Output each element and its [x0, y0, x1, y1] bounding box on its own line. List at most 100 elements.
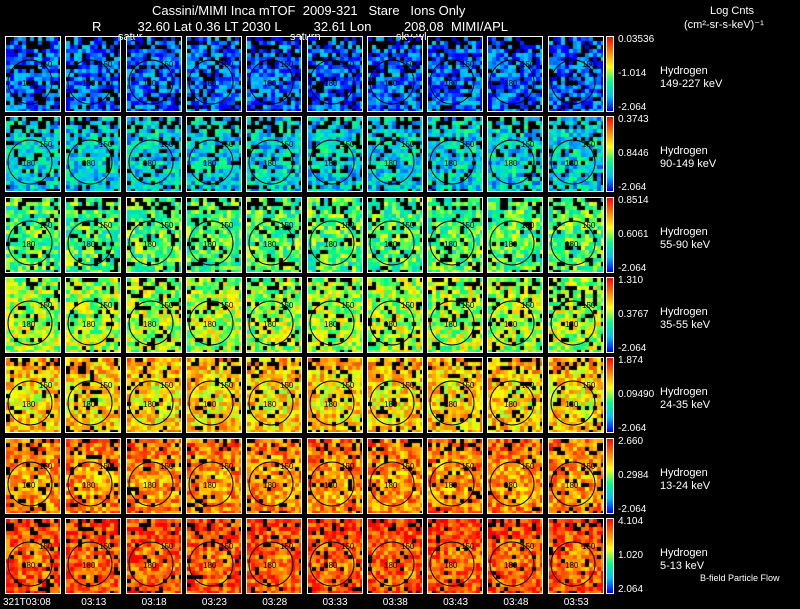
panel-label-150: 150 [582, 140, 596, 149]
channel-energy: 24-35 keV [660, 399, 711, 412]
colorbar-min-label: -2.064 [618, 182, 647, 194]
pitch-angle-circle [369, 59, 415, 105]
panel-label-180: 180 [384, 240, 398, 249]
panel-label-150: 150 [280, 462, 294, 471]
panel-label-150: 150 [521, 221, 535, 230]
pitch-angle-circle [489, 300, 535, 346]
heatmap-panel: 180 150 [65, 357, 122, 434]
panel-label-180: 180 [565, 561, 579, 570]
colorbar [606, 116, 614, 193]
heatmap-panel: 180 150 [125, 276, 182, 353]
pitch-angle-overlay: 180 150 [7, 139, 53, 185]
heatmap-panel: 180 150 [185, 437, 242, 514]
pitch-angle-overlay: 180 150 [248, 380, 294, 426]
panel-label-150: 150 [521, 140, 535, 149]
pitch-angle-circle [128, 541, 174, 587]
pitch-angle-overlay: 180 150 [67, 220, 113, 266]
pitch-angle-circle [188, 220, 234, 266]
panel-label-180: 180 [324, 79, 338, 88]
pitch-angle-overlay: 180 150 [369, 300, 415, 346]
pitch-angle-circle [7, 461, 53, 506]
panel-label-180: 180 [324, 159, 338, 168]
colorbar-min-label: 2.064 [618, 583, 644, 595]
colorbar-min-label: -2.064 [618, 342, 647, 354]
heatmap-panel: 180 150 [547, 517, 604, 594]
panel-label-150: 150 [220, 60, 234, 69]
heatmap-panel: 180 150 [366, 517, 423, 594]
colorbar-max-label: 2.660 [618, 435, 644, 447]
time-tick-label: 03:53 [563, 597, 589, 608]
pitch-angle-overlay: 180 150 [369, 220, 415, 266]
pitch-angle-circle [429, 59, 475, 105]
panel-label-150: 150 [341, 301, 355, 310]
panel-label-180: 180 [263, 481, 277, 490]
pitch-angle-overlay: 180 150 [67, 541, 113, 587]
panel-label-150: 150 [220, 301, 234, 310]
channel-species: Hydrogen [660, 65, 708, 77]
heatmap-panel: 180 150 [427, 116, 484, 193]
time-tick-label: 03:28 [262, 597, 288, 608]
panel-label-180: 180 [444, 320, 458, 329]
panel-label-150: 150 [401, 301, 415, 310]
heatmap-panel: 180 150 [65, 196, 122, 273]
panel-label-180: 180 [384, 320, 398, 329]
panel-label-150: 150 [461, 462, 475, 471]
panel-label-180: 180 [82, 240, 96, 249]
panel-label-180: 180 [565, 159, 579, 168]
heatmap-panel: 180 150 [366, 196, 423, 273]
panel-label-180: 180 [384, 400, 398, 409]
heatmap-panel: 180 150 [487, 196, 544, 273]
colorbar-min-label: -2.064 [618, 102, 647, 113]
pitch-angle-circle [248, 300, 294, 346]
pitch-angle-circle [128, 461, 174, 506]
heatmap-panel: 180 150 [547, 357, 604, 434]
pitch-angle-overlay: 180 150 [248, 541, 294, 587]
heatmap-panel: 180 150 [5, 517, 61, 594]
colorbar-max-label: 1.310 [618, 274, 644, 286]
pitch-angle-circle [248, 220, 294, 266]
heatmap-panel: 180 150 [65, 437, 122, 514]
pitch-angle-overlay: 180 150 [309, 59, 354, 105]
panel-label-150: 150 [39, 542, 53, 551]
panel-label-180: 180 [504, 400, 518, 409]
colorbar [606, 196, 614, 273]
panel-label-150: 150 [99, 542, 113, 551]
panel-label-150: 150 [220, 542, 234, 551]
pitch-angle-overlay: 180 150 [7, 300, 53, 346]
panel-label-180: 180 [22, 159, 36, 168]
time-tick-label: 03:18 [141, 597, 167, 608]
heatmap-panel: 180 150 [65, 116, 122, 193]
pitch-angle-circle [7, 380, 53, 426]
heatmap-panel: 180 150 [547, 196, 604, 273]
channel-energy: 5-13 keV [660, 559, 705, 572]
channel-label: Hydrogen 90-149 keV [660, 145, 716, 171]
panel-label-180: 180 [324, 481, 338, 490]
pitch-angle-overlay: 180 150 [369, 380, 415, 426]
panel-label-150: 150 [401, 381, 415, 390]
pitch-angle-overlay: 180 150 [67, 59, 113, 105]
pitch-angle-overlay: 180 150 [248, 300, 294, 346]
panel-label-150: 150 [160, 381, 174, 390]
panel-label-180: 180 [82, 79, 96, 88]
pitch-angle-circle [248, 541, 294, 587]
heatmap-panel: 180 150 [65, 36, 122, 112]
pitch-angle-circle [429, 139, 475, 185]
pitch-angle-overlay: 180 150 [429, 541, 475, 587]
panel-label-180: 180 [504, 561, 518, 570]
panel-label-150: 150 [99, 301, 113, 310]
panel-label-180: 180 [22, 561, 36, 570]
pitch-angle-overlay: 180 150 [248, 59, 294, 105]
pitch-angle-overlay: 180 150 [188, 461, 234, 506]
pitch-angle-circle [489, 220, 535, 266]
pitch-angle-circle [309, 380, 354, 426]
colorbar-mid-label: 0.8446 [618, 148, 649, 160]
heatmap-panel: 180 150 [547, 437, 604, 514]
heatmap-panel: 180 150 [427, 517, 484, 594]
panel-label-180: 180 [504, 481, 518, 490]
panel-label-150: 150 [280, 301, 294, 310]
heatmap-panel: 180 150 [366, 276, 423, 353]
panel-label-180: 180 [82, 400, 96, 409]
heatmap-panel: 180 150 [125, 116, 182, 193]
pitch-angle-overlay: 180 150 [67, 380, 113, 426]
heatmap-panel: 180 150 [185, 517, 242, 594]
